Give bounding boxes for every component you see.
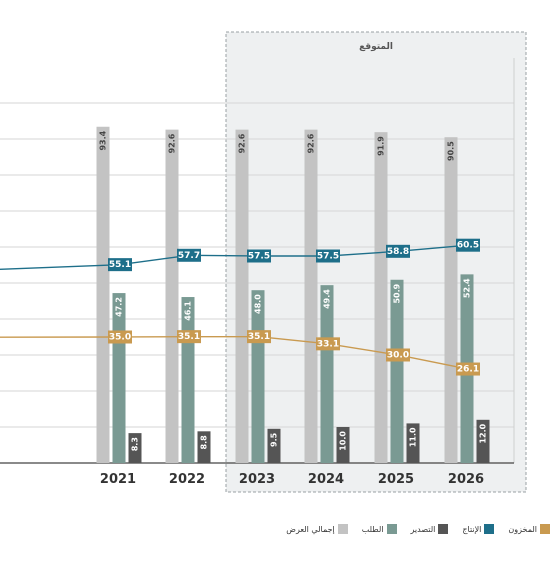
legend: المخزون الإنتاج التصدير الطلب إجمالي العرض — [250, 519, 550, 539]
legend-swatch — [438, 524, 449, 534]
bar-data-label: 48.0 — [254, 294, 263, 314]
line-data-label: 30.0 — [387, 351, 409, 361]
legend-label: إجمالي العرض — [286, 524, 335, 534]
bar — [304, 129, 318, 463]
bar-data-label: 9.5 — [270, 432, 279, 447]
bar-data-label: 92.6 — [238, 133, 247, 153]
line-label-box — [108, 258, 132, 272]
legend-label: التصدير — [410, 524, 436, 534]
legend-item: إجمالي العرض — [286, 524, 348, 534]
line-data-label: 60.5 — [457, 241, 479, 251]
bar — [197, 431, 211, 463]
line-label-box — [386, 244, 410, 258]
legend-item: الطلب — [362, 524, 397, 534]
bar-data-label: 8.3 — [131, 437, 140, 451]
x-tick-label: 2022 — [169, 472, 205, 487]
line-data-label: 57.5 — [317, 252, 339, 262]
bar-data-label: 47.2 — [115, 297, 124, 317]
line-data-label: 35.1 — [248, 332, 270, 342]
bar — [96, 126, 110, 463]
line-data-label: 33.1 — [317, 339, 339, 349]
bar — [406, 423, 420, 463]
legend-item: المخزون — [508, 524, 550, 534]
bar-data-label: 11.0 — [409, 427, 418, 447]
line-label-box — [456, 362, 480, 376]
line-label-box — [247, 249, 271, 263]
bar — [336, 427, 350, 463]
bar — [444, 137, 458, 463]
bar-data-label: 12.0 — [479, 423, 488, 443]
bar-data-label: 10.0 — [339, 431, 348, 451]
legend-label: المخزون — [508, 524, 537, 534]
bar — [374, 132, 388, 463]
bar-data-label: 93.4 — [99, 130, 108, 150]
legend-swatch — [337, 524, 348, 534]
bar-data-label: 90.5 — [447, 141, 456, 161]
line-data-label: 57.7 — [178, 251, 200, 261]
line-label-box — [316, 337, 340, 351]
line-label-box — [177, 330, 201, 344]
bar-data-label: 50.9 — [393, 283, 402, 303]
x-tick-label: 2026 — [448, 472, 484, 487]
x-tick-label: 2021 — [100, 472, 136, 487]
legend-item: الإنتاج — [462, 524, 495, 534]
line-label-box — [177, 248, 201, 262]
legend-item: التصدير — [411, 524, 449, 534]
forecast-label: المتوقع — [359, 42, 393, 52]
bar — [476, 419, 490, 463]
line-label-box — [316, 249, 340, 263]
legend-swatch — [386, 524, 397, 534]
line-data-label: 58.8 — [387, 247, 409, 257]
bar — [181, 297, 195, 463]
line-data-label: 35.1 — [178, 332, 200, 342]
line-label-box — [108, 330, 132, 344]
bar-data-label: 92.6 — [307, 133, 316, 153]
line-data-label: 57.5 — [248, 252, 270, 262]
bar-data-label: 52.4 — [463, 278, 472, 298]
bar — [165, 129, 179, 463]
bar-data-label: 8.8 — [200, 435, 209, 450]
legend-swatch — [540, 524, 550, 534]
line-data-label: 35.0 — [109, 333, 131, 343]
x-tick-label: 2023 — [239, 472, 275, 487]
bar — [235, 129, 249, 463]
legend-label: الطلب — [361, 524, 384, 534]
line-label-box — [386, 348, 410, 362]
line-label-box — [456, 238, 480, 252]
bar — [390, 279, 404, 463]
bar-data-label: 92.6 — [168, 133, 177, 153]
bar — [112, 293, 126, 463]
bar-data-label: 46.1 — [184, 301, 193, 321]
bar-data-label: 91.9 — [377, 136, 386, 156]
line-data-label: 55.1 — [109, 260, 131, 270]
legend-label: الإنتاج — [462, 524, 482, 534]
bar — [267, 428, 281, 463]
line-label-box — [247, 330, 271, 344]
bar — [320, 285, 334, 463]
bar-data-label: 49.4 — [323, 289, 332, 309]
x-tick-label: 2025 — [378, 472, 414, 487]
legend-swatch — [484, 524, 495, 534]
bar — [128, 433, 142, 463]
line-data-label: 26.1 — [457, 365, 479, 375]
bar — [251, 290, 265, 463]
x-tick-label: 2024 — [308, 472, 344, 487]
